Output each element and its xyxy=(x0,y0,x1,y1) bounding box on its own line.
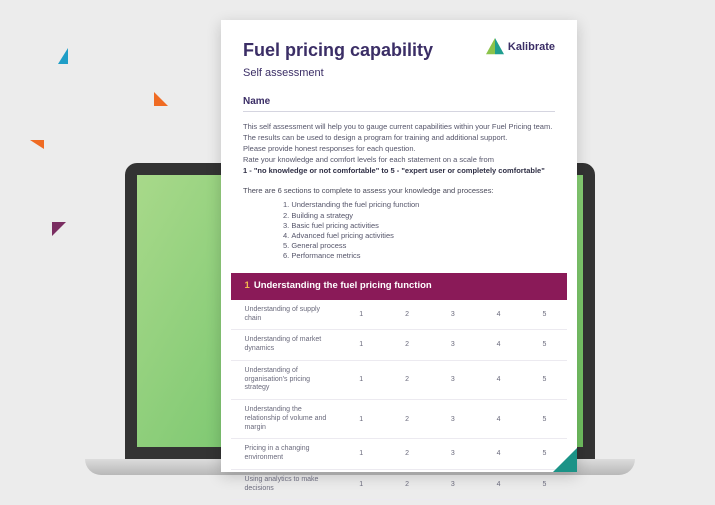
table-row: Using analytics to make decisions12345 xyxy=(231,469,568,500)
doc-subtitle: Self assessment xyxy=(243,66,433,81)
scale-cell[interactable]: 2 xyxy=(384,439,430,470)
section-item: Advanced fuel pricing activities xyxy=(283,231,555,241)
brand-mark-icon xyxy=(486,38,504,56)
table-row: Understanding of organisation's pricing … xyxy=(231,360,568,399)
intro-line: Rate your knowledge and comfort levels f… xyxy=(243,155,555,165)
scale-cell[interactable]: 2 xyxy=(384,330,430,361)
scale-cell[interactable]: 2 xyxy=(384,360,430,399)
scale-cell[interactable]: 5 xyxy=(522,469,568,500)
scale-cell[interactable]: 3 xyxy=(430,400,476,439)
scale-cell[interactable]: 2 xyxy=(384,300,430,330)
document-page: Fuel pricing capability Self assessment … xyxy=(221,20,577,472)
scale-cell[interactable]: 1 xyxy=(338,300,384,330)
row-label: Pricing in a changing environment xyxy=(231,439,339,470)
scale-cell[interactable]: 5 xyxy=(522,400,568,439)
row-label: Understanding of organisation's pricing … xyxy=(231,360,339,399)
page-curl-icon xyxy=(553,448,577,472)
assessment-table: 1 Understanding the fuel pricing function… xyxy=(231,273,568,500)
row-label: Understanding of market dynamics xyxy=(231,330,339,361)
table-section-header: 1 Understanding the fuel pricing function xyxy=(231,273,568,300)
section-number: 1 xyxy=(245,280,250,291)
scale-cell[interactable]: 4 xyxy=(476,439,522,470)
intro-line: Please provide honest responses for each… xyxy=(243,144,555,154)
section-item: General process xyxy=(283,241,555,251)
decor-triangle-teal xyxy=(58,48,68,64)
scale-cell[interactable]: 3 xyxy=(430,360,476,399)
name-label: Name xyxy=(243,95,555,109)
scale-cell[interactable]: 3 xyxy=(430,469,476,500)
intro-line: The results can be used to design a prog… xyxy=(243,133,555,143)
table-row: Understanding the relationship of volume… xyxy=(231,400,568,439)
section-title: Understanding the fuel pricing function xyxy=(254,280,432,291)
scale-cell[interactable]: 5 xyxy=(522,360,568,399)
section-item: Building a strategy xyxy=(283,211,555,221)
scale-cell[interactable]: 4 xyxy=(476,300,522,330)
row-label: Understanding of supply chain xyxy=(231,300,339,330)
scale-cell[interactable]: 1 xyxy=(338,330,384,361)
name-input-line[interactable] xyxy=(243,111,555,112)
section-item: Understanding the fuel pricing function xyxy=(283,200,555,210)
decor-triangle-purple xyxy=(52,222,66,236)
scale-cell[interactable]: 4 xyxy=(476,400,522,439)
table-row: Understanding of market dynamics12345 xyxy=(231,330,568,361)
section-item: Performance metrics xyxy=(283,251,555,261)
decor-triangle-orange-2 xyxy=(30,140,44,149)
scale-cell[interactable]: 3 xyxy=(430,330,476,361)
decor-triangle-orange-1 xyxy=(154,92,168,106)
brand-name: Kalibrate xyxy=(508,40,555,55)
brand-logo: Kalibrate xyxy=(486,38,555,56)
scale-cell[interactable]: 2 xyxy=(384,400,430,439)
row-label: Using analytics to make decisions xyxy=(231,469,339,500)
row-label: Understanding the relationship of volume… xyxy=(231,400,339,439)
sections-lead: There are 6 sections to complete to asse… xyxy=(243,186,555,196)
intro-line: This self assessment will help you to ga… xyxy=(243,122,555,132)
scale-cell[interactable]: 4 xyxy=(476,469,522,500)
section-item: Basic fuel pricing activities xyxy=(283,221,555,231)
intro-scale: 1 - "no knowledge or not comfortable" to… xyxy=(243,166,555,176)
scale-cell[interactable]: 4 xyxy=(476,330,522,361)
scale-cell[interactable]: 5 xyxy=(522,300,568,330)
doc-title: Fuel pricing capability xyxy=(243,38,433,62)
scale-cell[interactable]: 1 xyxy=(338,439,384,470)
scale-cell[interactable]: 3 xyxy=(430,300,476,330)
scale-cell[interactable]: 1 xyxy=(338,400,384,439)
scale-cell[interactable]: 3 xyxy=(430,439,476,470)
table-row: Understanding of supply chain12345 xyxy=(231,300,568,330)
scale-cell[interactable]: 1 xyxy=(338,360,384,399)
sections-list: Understanding the fuel pricing function … xyxy=(283,200,555,261)
scale-cell[interactable]: 2 xyxy=(384,469,430,500)
table-row: Pricing in a changing environment12345 xyxy=(231,439,568,470)
intro-text: This self assessment will help you to ga… xyxy=(243,122,555,177)
scale-cell[interactable]: 4 xyxy=(476,360,522,399)
scale-cell[interactable]: 1 xyxy=(338,469,384,500)
scale-cell[interactable]: 5 xyxy=(522,330,568,361)
